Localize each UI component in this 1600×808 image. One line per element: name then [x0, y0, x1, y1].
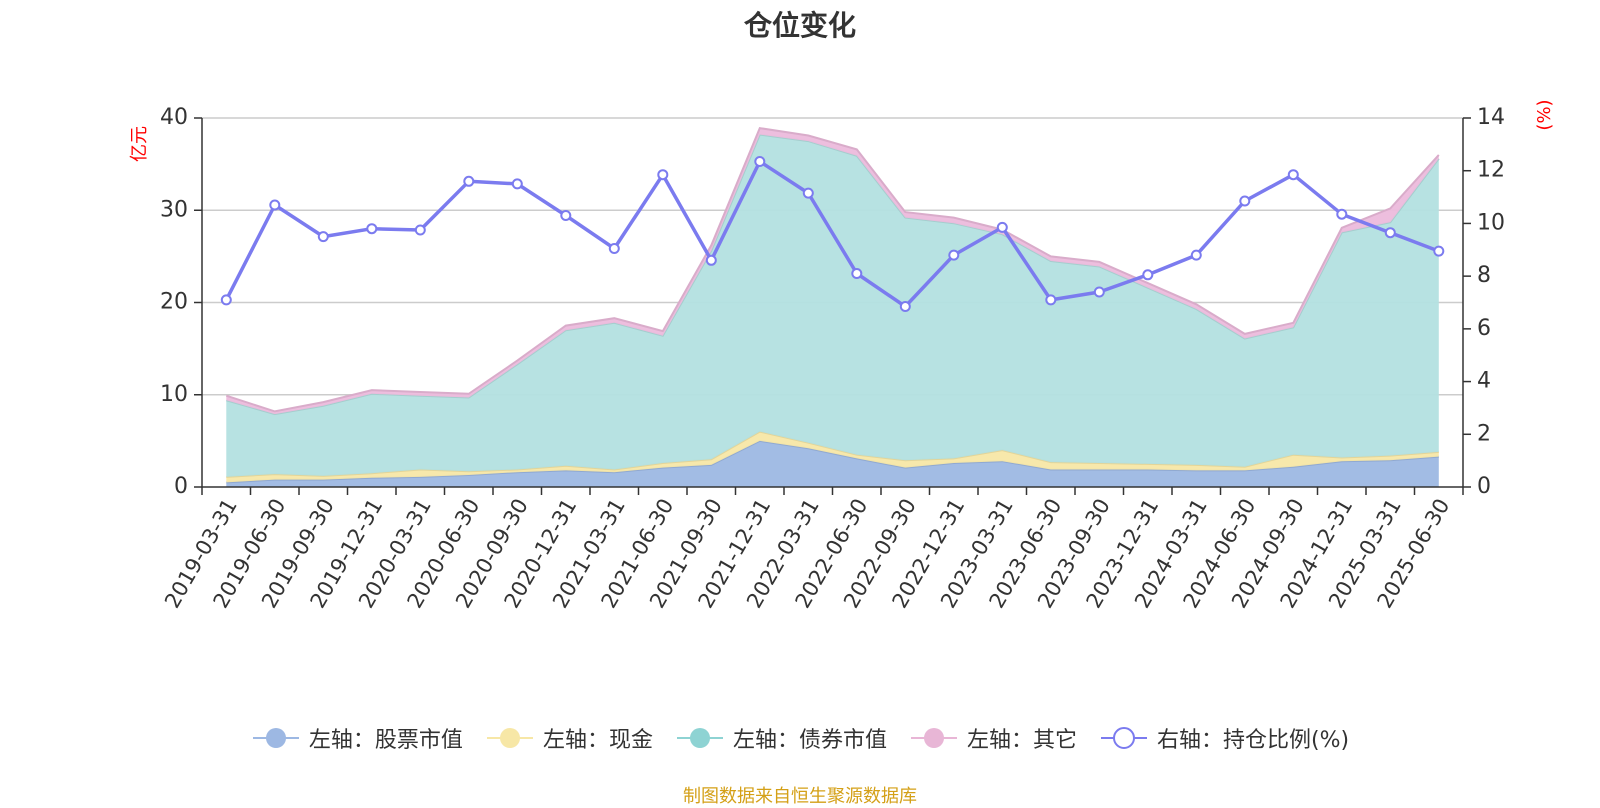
- axis-titles: 亿元 (%): [129, 99, 1555, 162]
- holding-ratio-point: [1093, 286, 1105, 298]
- holding-ratio-point: [899, 301, 911, 312]
- legend-item[interactable]: 左轴：债券市值: [675, 722, 887, 754]
- legend-label: 左轴：债券市值: [732, 728, 887, 753]
- legend-label: 左轴：其它: [966, 728, 1077, 753]
- right-axis-title: (%): [1534, 99, 1555, 130]
- holding-ratio-point: [1239, 195, 1251, 207]
- right-tick-label: 0: [1477, 474, 1491, 499]
- chart-title: 仓位变化: [743, 9, 856, 42]
- left-tick-label: 40: [160, 105, 188, 130]
- area-series-2: [226, 134, 1439, 477]
- holding-ratio-point: [1384, 227, 1396, 239]
- legend-label: 左轴：股票市值: [308, 728, 463, 753]
- holding-ratio-point: [414, 224, 426, 236]
- right-tick-label: 10: [1477, 210, 1505, 235]
- source-note: 制图数据来自恒生聚源数据库: [683, 786, 917, 807]
- right-tick-label: 8: [1477, 263, 1491, 288]
- holding-ratio-point: [1287, 169, 1299, 181]
- holding-ratio-point: [269, 199, 281, 211]
- legend-label: 右轴：持仓比例(%): [1156, 728, 1350, 753]
- stacked-areas: [225, 126, 1440, 487]
- right-tick-label: 2: [1477, 421, 1491, 446]
- holding-ratio-point: [317, 231, 329, 243]
- legend-label: 左轴：现金: [542, 728, 653, 753]
- holding-ratio-point: [754, 156, 766, 167]
- holding-ratio-point: [1142, 269, 1154, 281]
- holding-ratio-path: [224, 159, 1440, 309]
- holding-ratio-line: [220, 156, 1445, 312]
- right-tick-label: 6: [1477, 316, 1491, 341]
- legend-marker-icon: [676, 728, 723, 748]
- legend-item[interactable]: 左轴：其它: [909, 722, 1077, 754]
- legend-item[interactable]: 左轴：股票市值: [251, 722, 463, 754]
- left-tick-label: 30: [160, 197, 188, 222]
- holding-ratio-point: [1433, 245, 1445, 257]
- legend: 左轴：股票市值 左轴：现金 左轴：债券市值 左轴：其它 右轴：持仓比例(%): [0, 722, 1600, 754]
- holding-ratio-point: [220, 294, 232, 306]
- holding-ratio-point: [463, 175, 475, 187]
- area-edge-3: [225, 126, 1440, 413]
- area-series-1: [226, 431, 1439, 483]
- left-tick-label: 0: [174, 474, 188, 499]
- legend-item[interactable]: 左轴：现金: [485, 722, 653, 754]
- left-axis-title: 亿元: [129, 126, 150, 162]
- legend-item[interactable]: 右轴：持仓比例(%): [1099, 722, 1349, 754]
- left-tick-label: 10: [160, 382, 188, 407]
- right-tick-label: 12: [1477, 158, 1505, 183]
- right-tick-label: 14: [1477, 105, 1505, 130]
- legend-marker-icon: [910, 728, 957, 748]
- right-tick-label: 4: [1477, 369, 1491, 394]
- holding-ratio-point: [608, 243, 620, 254]
- legend-marker-icon: [486, 728, 533, 748]
- holding-ratio-point: [1190, 249, 1202, 261]
- area-series-0: [226, 440, 1439, 487]
- holding-ratio-point: [560, 210, 572, 221]
- holding-ratio-point: [1336, 208, 1348, 220]
- holding-ratio-point: [851, 268, 863, 279]
- legend-marker-icon: [1100, 727, 1147, 749]
- holding-ratio-point: [366, 223, 378, 235]
- holding-ratio-point: [948, 249, 960, 261]
- holding-ratio-point: [802, 187, 814, 199]
- holding-ratio-point: [1045, 294, 1057, 306]
- holding-ratio-point: [996, 221, 1008, 233]
- holding-ratio-point: [705, 254, 717, 266]
- left-tick-label: 20: [160, 290, 188, 315]
- holding-ratio-point: [657, 169, 669, 181]
- holding-ratio-point: [511, 178, 523, 190]
- legend-marker-icon: [252, 728, 299, 748]
